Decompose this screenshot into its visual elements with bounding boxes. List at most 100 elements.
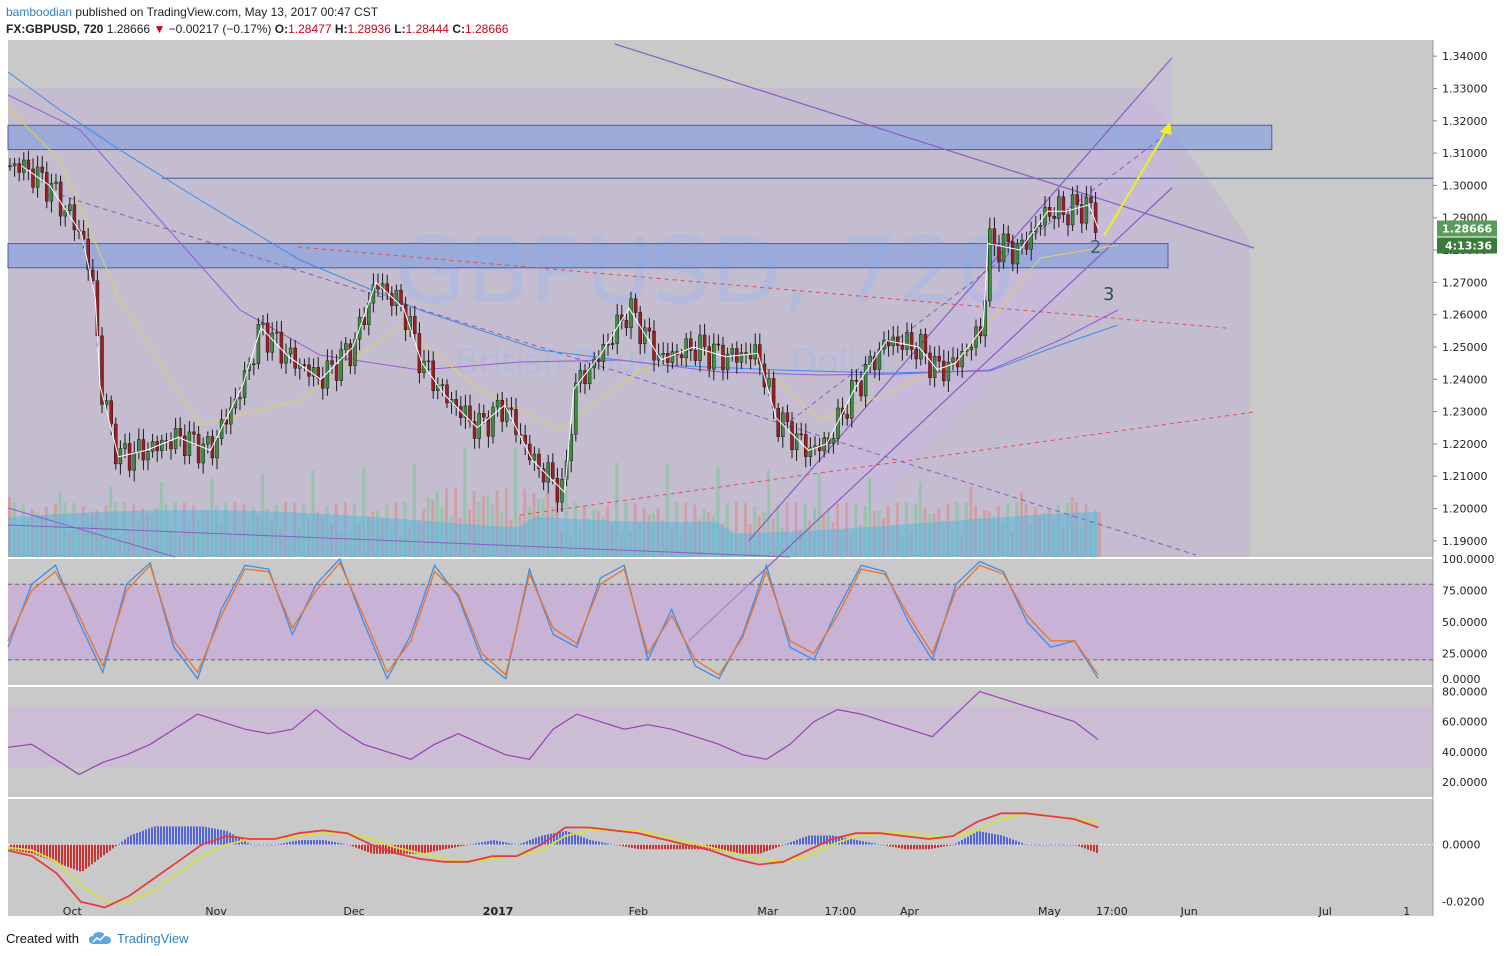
macd-hist-bar <box>1093 844 1095 852</box>
candle-body <box>725 353 730 371</box>
candle-body <box>601 344 606 362</box>
macd-signal-line <box>7 812 1099 903</box>
macd-hist-bar <box>70 844 72 869</box>
macd-hist-bar <box>334 842 336 845</box>
candle-body <box>647 327 652 332</box>
macd-hist-bar <box>628 844 630 848</box>
volume-bar <box>472 491 476 557</box>
macd-hist-bar <box>307 840 309 845</box>
date-tick-label: Jul <box>1318 905 1332 918</box>
macd-hist-bar <box>814 835 816 845</box>
macd-hist-bar <box>997 834 999 845</box>
candle-body <box>928 352 932 379</box>
candle-body <box>693 350 698 361</box>
macd-hist-bar <box>754 844 756 854</box>
macd-hist-bar <box>394 844 396 854</box>
macd-hist-bar <box>379 844 381 854</box>
macd-hist-bar <box>862 841 864 845</box>
macd-hist-bar <box>100 844 102 858</box>
macd-hist-bar <box>556 832 558 845</box>
author-link[interactable]: bamboodian <box>6 5 73 19</box>
macd-hist-bar <box>175 826 177 845</box>
macd-hist-bar <box>610 843 612 845</box>
candle-body <box>1093 202 1098 233</box>
macd-hist-bar <box>760 844 762 854</box>
macd-hist-bar <box>172 826 174 845</box>
price-tick-label: 1.32000 <box>1442 115 1488 128</box>
candle-body <box>578 370 583 384</box>
candle-body <box>1020 239 1024 245</box>
macd-hist-bar <box>217 829 219 845</box>
macd-hist-bar <box>406 844 408 854</box>
macd-hist-bar <box>805 836 807 845</box>
macd-hist-bar <box>364 844 366 852</box>
candle-body <box>905 332 909 350</box>
macd-hist-bar <box>163 826 165 845</box>
macd-hist-bar <box>670 844 672 850</box>
macd-hist-bar <box>43 844 45 858</box>
candle-body <box>206 436 210 445</box>
macd-hist-bar <box>481 842 483 845</box>
macd-hist-bar <box>487 841 489 845</box>
candle-body <box>114 423 118 465</box>
macd-hist-bar <box>94 844 96 863</box>
macd-hist-bar <box>280 843 282 845</box>
candle-body <box>445 384 449 404</box>
macd-hist-bar <box>502 841 504 845</box>
macd-hist-bar <box>97 844 99 860</box>
volume-bar <box>495 490 499 557</box>
macd-hist-bar <box>337 842 339 845</box>
macd-hist-bar <box>793 840 795 845</box>
macd-hist-bar <box>340 843 342 845</box>
macd-hist-bar <box>541 835 543 845</box>
candle-body <box>49 183 54 202</box>
date-tick-label: Nov <box>205 905 227 918</box>
macd-hist-bar <box>466 844 468 846</box>
macd-hist-bar <box>658 844 660 850</box>
macd-hist-bar <box>871 842 873 845</box>
macd-hist-bar <box>256 844 258 846</box>
tradingview-link[interactable]: TradingView <box>117 931 189 946</box>
macd-hist-bar <box>601 842 603 845</box>
macd-hist-bar <box>1078 844 1080 847</box>
candle-body <box>468 405 472 422</box>
macd-hist-bar <box>67 844 69 867</box>
macd-hist-bar <box>415 844 417 854</box>
candle-body <box>330 360 334 365</box>
macd-hist-bar <box>748 844 750 854</box>
candle-body <box>790 421 794 450</box>
candle-body <box>417 333 422 374</box>
candle-body <box>597 358 601 362</box>
macd-hist-bar <box>922 844 924 850</box>
candle-body <box>877 348 882 370</box>
macd-hist-bar <box>721 844 723 852</box>
volume-bar <box>615 462 619 557</box>
candle-body <box>385 283 389 294</box>
candle-body <box>569 434 573 462</box>
candle-body <box>45 172 49 202</box>
macd-hist-bar <box>700 844 702 850</box>
candle-body <box>942 360 946 382</box>
candle-body <box>840 407 845 415</box>
macd-hist-bar <box>868 842 870 845</box>
macd-hist-bar <box>586 838 588 845</box>
macd-hist-bar <box>1096 844 1098 853</box>
macd-hist-bar <box>91 844 93 865</box>
macd-hist-bar <box>682 844 684 850</box>
channel-lower <box>688 187 1173 642</box>
macd-hist-bar <box>934 844 936 849</box>
macd-hist-bar <box>643 844 645 850</box>
macd-hist-bar <box>358 844 360 849</box>
candle-body <box>215 438 219 459</box>
macd-hist-bar <box>76 844 78 871</box>
candle-body <box>850 380 854 419</box>
candle-body <box>712 343 716 370</box>
macd-hist-bar <box>109 844 111 851</box>
date-tick-label: Mar <box>757 905 778 918</box>
macd-hist-bar <box>529 840 531 845</box>
macd-hist-bar <box>169 826 171 845</box>
candle-body <box>321 377 325 389</box>
candle-body <box>123 443 127 449</box>
macd-hist-bar <box>259 844 261 846</box>
